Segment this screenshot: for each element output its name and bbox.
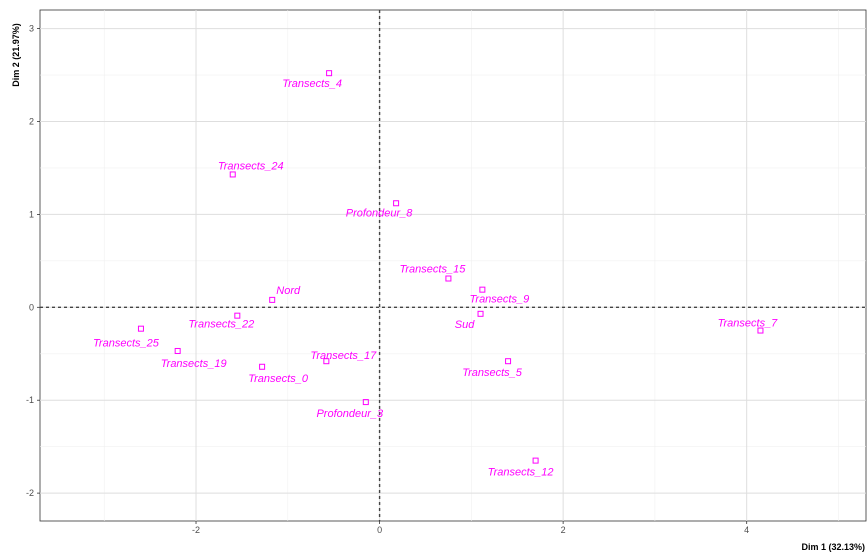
plot-panel (39, 9, 867, 522)
point-label: Transects_5 (462, 367, 523, 379)
point-label: Transects_7 (718, 318, 779, 330)
data-point (323, 358, 330, 365)
data-point (505, 358, 512, 365)
data-point (477, 310, 484, 317)
point-label: Transects_0 (248, 373, 309, 385)
point-label: Transects_17 (310, 350, 377, 362)
data-point (393, 200, 400, 207)
data-point (229, 171, 236, 178)
data-point (137, 325, 144, 332)
point-label: Transects_19 (161, 358, 227, 370)
point-label: Nord (276, 285, 301, 297)
y-tick-label: 1 (29, 209, 34, 219)
y-axis-title: Dim 2 (21.97%) (11, 23, 21, 87)
y-tick-label: -2 (26, 488, 34, 498)
point-label: Transects_4 (282, 78, 342, 90)
x-tick-label: 0 (377, 525, 382, 535)
point-label: Profondeur_3 (316, 408, 384, 420)
point-label: Transects_9 (470, 294, 530, 306)
point-label: Transects_25 (93, 338, 160, 350)
point-label: Profondeur_8 (346, 207, 414, 219)
y-tick-label: 3 (29, 24, 34, 34)
data-point (445, 275, 452, 282)
point-label: Transects_12 (488, 467, 554, 479)
y-tick-label: 2 (29, 116, 34, 126)
point-label: Transects_22 (188, 319, 254, 331)
point-label: Transects_24 (218, 160, 284, 172)
y-tick-label: -1 (26, 395, 34, 405)
data-point (532, 457, 539, 464)
y-tick-label: 0 (29, 302, 34, 312)
data-point (174, 347, 181, 354)
x-tick-label: 4 (744, 525, 749, 535)
point-label: Transects_15 (399, 264, 466, 276)
data-point (479, 286, 486, 293)
data-point (259, 363, 266, 370)
data-point (757, 327, 764, 334)
point-label: Sud (455, 319, 475, 331)
data-point (269, 296, 276, 303)
x-axis-title: Dim 1 (32.13%) (801, 542, 865, 552)
data-point (326, 70, 333, 77)
data-point (362, 399, 369, 406)
data-point (234, 312, 241, 319)
x-tick-label: -2 (192, 525, 200, 535)
plot-area: Transects_4 Transects_24 Profondeur_8 Trans… (39, 9, 867, 522)
x-tick-label: 2 (561, 525, 566, 535)
